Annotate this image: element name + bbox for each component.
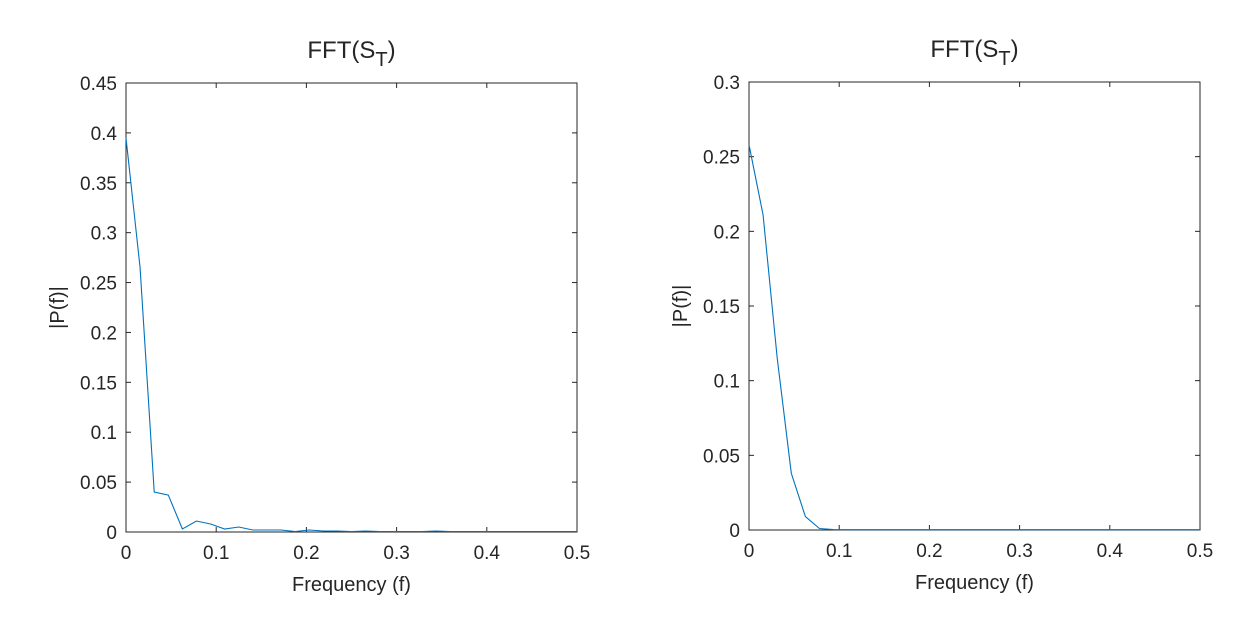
y-tick-label: 0.25	[80, 274, 117, 295]
y-tick-label: 0.2	[91, 323, 117, 344]
x-tick-label: 0.5	[1187, 541, 1213, 562]
x-tick-label: 0.3	[1006, 541, 1032, 562]
x-tick-label: 0.1	[203, 543, 229, 564]
x-tick-label: 0.4	[474, 543, 501, 564]
chart-title-main: FFT(S	[930, 36, 998, 63]
y-tick-label: 0	[106, 523, 117, 544]
y-axis-label: |P(f)|	[670, 285, 692, 328]
x-tick-label: 0	[121, 543, 132, 564]
x-tick-label: 0	[744, 541, 755, 562]
y-tick-label: 0.1	[91, 423, 117, 444]
chart-title-main: FFT(S	[307, 37, 375, 64]
y-tick-label: 0.3	[714, 73, 740, 94]
y-tick-label: 0.15	[703, 297, 740, 318]
axes-box	[125, 82, 578, 533]
y-tick-label: 0.05	[703, 446, 740, 467]
series-line	[748, 144, 1200, 531]
x-tick-label: 0.3	[383, 543, 409, 564]
y-tick-label: 0.4	[91, 124, 118, 145]
y-axis-label: |P(f)|	[47, 286, 69, 329]
chart-panel-2: 0 0.1 0.2 0.3 0.4 0.5 0 0.05 0.1 0.15 0.2 0.25 0.3 Fr…	[670, 36, 1213, 594]
y-tick-label: 0.25	[703, 148, 740, 169]
x-tick-label: 0.4	[1097, 541, 1124, 562]
axes-box	[748, 81, 1201, 531]
y-tick-label: 0.05	[80, 473, 117, 494]
y-tick-label: 0.3	[91, 224, 117, 245]
y-tick-label: 0.35	[80, 174, 117, 195]
chart-title-suffix: )	[388, 37, 396, 64]
x-tick-label: 0.1	[826, 541, 852, 562]
y-tick-label: 0.45	[80, 74, 117, 95]
series-line	[125, 137, 577, 533]
chart-title-suffix: )	[1011, 36, 1019, 63]
chart-title-subscript: T	[998, 48, 1010, 70]
x-tick-label: 0.2	[293, 543, 319, 564]
y-tick-label: 0.1	[714, 372, 740, 393]
y-tick-label: 0	[729, 521, 740, 542]
chart-panel-1: 0 0.1 0.2 0.3 0.4 0.5 0 0.05 0.1 0.15 0.2 0.25 0.3 0.…	[47, 37, 590, 596]
y-tick-label: 0.15	[80, 373, 117, 394]
y-tick-label: 0.2	[714, 222, 740, 243]
x-axis-label: Frequency (f)	[915, 572, 1034, 594]
x-axis-label: Frequency (f)	[292, 574, 411, 596]
chart-title-subscript: T	[375, 49, 387, 71]
chart-title: FFT(ST)	[930, 36, 1018, 70]
chart-title: FFT(ST)	[307, 37, 395, 71]
x-tick-label: 0.5	[564, 543, 590, 564]
x-tick-label: 0.2	[916, 541, 942, 562]
